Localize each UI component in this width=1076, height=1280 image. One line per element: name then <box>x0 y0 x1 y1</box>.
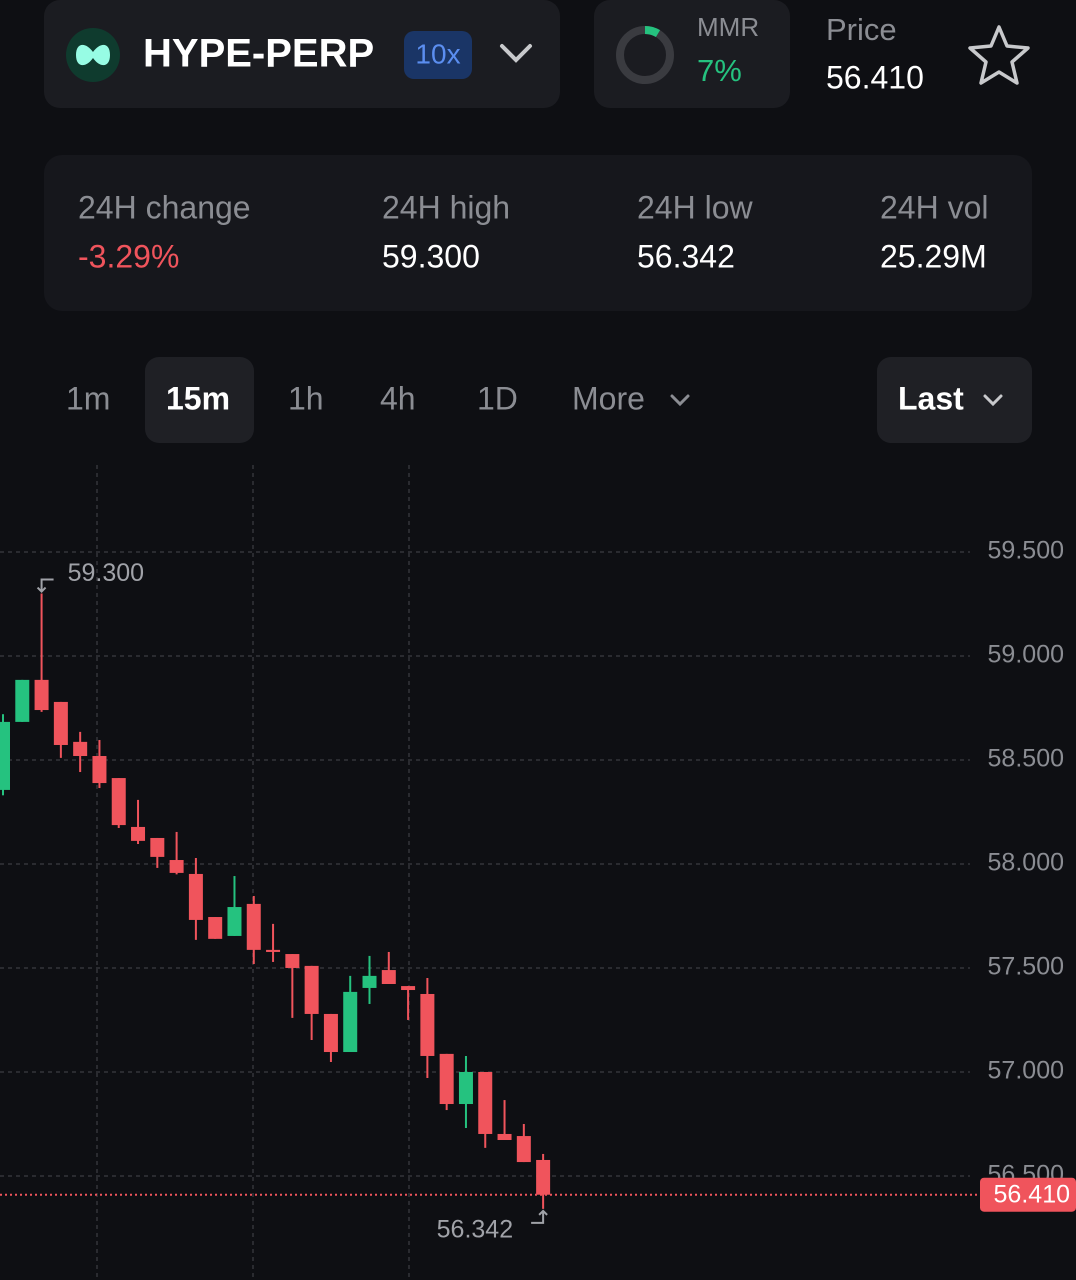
price-mode-selector[interactable] <box>877 357 1032 443</box>
stat-label: 24H vol <box>880 189 989 225</box>
more-chevron[interactable] <box>670 394 690 407</box>
candle-body <box>15 679 30 722</box>
candle-body <box>169 860 184 873</box>
candle-body <box>73 741 88 757</box>
logo-icon <box>76 44 110 66</box>
candle-body <box>323 1013 338 1053</box>
mmr-arc <box>644 25 661 38</box>
leverage-badge[interactable] <box>404 31 472 79</box>
stats: 24H change -3.29% 24H high 59.300 24H low 56.… <box>78 189 989 274</box>
timeframes: 1m 15m 1h 4h 1D More <box>66 380 645 416</box>
timeframe[interactable]: 15m <box>166 380 230 416</box>
timeframe[interactable]: 4h <box>380 380 416 416</box>
candle-body <box>381 970 396 984</box>
y-tick-label: 59.000 <box>988 641 1064 669</box>
price-value: 56.410 <box>826 59 924 95</box>
stat-label: 24H change <box>78 189 251 225</box>
candle-body <box>131 826 146 841</box>
price-mode-chevron[interactable] <box>983 394 1003 407</box>
stats-card <box>44 155 1032 311</box>
last-price-tag <box>980 1177 1076 1212</box>
candle-body <box>304 965 319 1014</box>
stat-value: 25.29M <box>880 238 987 274</box>
candle-body <box>34 679 49 711</box>
candle-body <box>343 991 358 1053</box>
stat-label: 24H high <box>382 189 510 225</box>
favorite-star[interactable] <box>968 25 1030 85</box>
timeframe[interactable]: 1D <box>477 380 518 416</box>
stat-value: -3.29% <box>78 238 179 274</box>
candle-body <box>439 1053 454 1105</box>
candle-body <box>497 1133 512 1141</box>
candle-body <box>478 1071 493 1134</box>
mmr-value: 7% <box>697 53 742 88</box>
candle-body <box>92 756 107 784</box>
symbol-selector[interactable] <box>44 0 560 108</box>
candle-body <box>111 778 126 826</box>
timeframe[interactable]: 1m <box>66 380 110 416</box>
candle-body <box>246 903 261 950</box>
timeframe[interactable]: More <box>572 380 645 416</box>
price-mode: Last <box>898 380 964 416</box>
last-price-label: 56.410 <box>994 1180 1070 1208</box>
stat-value: 59.300 <box>382 238 480 274</box>
leverage: 10x <box>415 38 460 69</box>
candle-body <box>0 721 10 790</box>
chevron[interactable] <box>500 44 532 63</box>
price-label: Price <box>826 12 897 47</box>
candle-body <box>227 907 242 936</box>
y-tick-label: 57.500 <box>988 953 1064 981</box>
low-marker <box>531 1209 548 1224</box>
y-tick-label: 58.000 <box>988 849 1064 877</box>
candle-body <box>150 837 165 857</box>
low-annotation: 56.342 <box>437 1215 513 1243</box>
candlestick-chart: 56.50057.00057.50058.00058.50059.00059.5… <box>0 465 1076 1280</box>
stat-label: 24H low <box>637 189 754 225</box>
y-tick-label: 57.000 <box>988 1057 1064 1085</box>
high-annotation: 59.300 <box>68 559 144 587</box>
y-tick-label: 58.500 <box>988 745 1064 773</box>
candle-body <box>420 993 435 1056</box>
candle-body <box>208 917 223 939</box>
y-tick-label: 59.500 <box>988 537 1064 565</box>
candle-body <box>458 1071 473 1105</box>
stat-value: 56.342 <box>637 238 735 274</box>
timeframe[interactable]: 1h <box>288 380 324 416</box>
candle-body <box>516 1136 531 1163</box>
candle-body <box>188 873 203 920</box>
candle-body <box>266 949 281 952</box>
candle-body <box>536 1159 551 1195</box>
candle-body <box>401 986 416 991</box>
candle-body <box>362 975 377 988</box>
mmr-label: MMR <box>697 12 759 42</box>
timeframe-selected-bg <box>145 357 254 443</box>
symbol: HYPE-PERP <box>143 32 374 76</box>
candle-body <box>53 701 68 745</box>
candle-body <box>285 954 300 968</box>
high-marker <box>36 578 54 593</box>
